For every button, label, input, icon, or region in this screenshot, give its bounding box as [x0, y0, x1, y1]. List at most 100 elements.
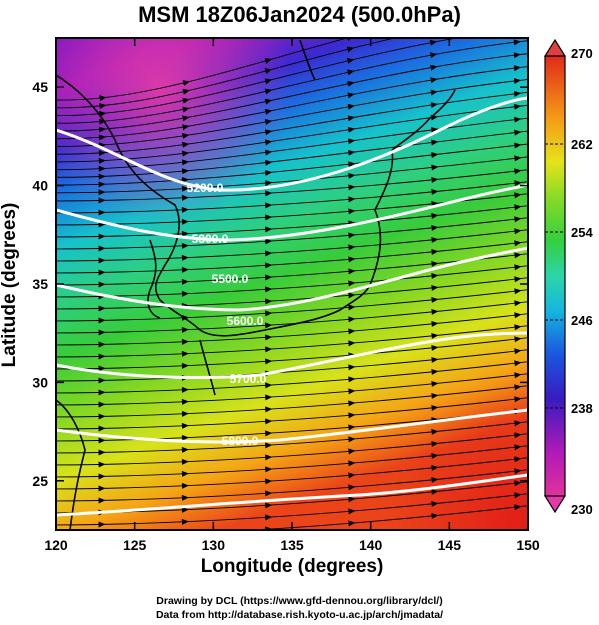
credit-data: Data from http://database.rish.kyoto-u.a…: [155, 609, 444, 621]
streamline-arrow: [181, 446, 189, 453]
streamline-arrow: [265, 430, 273, 437]
streamline-arrow: [348, 388, 356, 395]
streamline-arrow: [348, 292, 356, 299]
streamline-arrow: [514, 492, 522, 499]
streamline-arrow: [98, 449, 106, 456]
streamline-arrow: [346, 57, 355, 64]
streamline-arrow: [346, 46, 355, 53]
streamline-arrow: [514, 348, 522, 355]
streamline-arrow: [514, 228, 522, 235]
streamline-arrow: [431, 380, 439, 387]
streamline-arrow: [98, 437, 106, 444]
streamline-arrow: [514, 142, 522, 149]
streamline-arrow: [265, 238, 273, 245]
streamline-arrow: [98, 353, 106, 360]
streamline-arrow: [182, 88, 190, 95]
streamline-arrow: [429, 13, 437, 20]
streamline-arrow: [98, 233, 106, 240]
streamline-arrow: [265, 262, 273, 269]
streamline-arrow: [348, 316, 356, 323]
streamline-arrow: [429, 39, 438, 46]
streamline-arrow: [431, 248, 439, 255]
height-contour: [56, 473, 528, 517]
streamline-arrow: [98, 269, 106, 276]
streamline-arrow: [181, 290, 189, 297]
streamline-arrow: [181, 518, 189, 525]
streamline-arrow: [98, 401, 106, 408]
streamline-arrow: [181, 398, 189, 405]
streamline-arrow: [431, 356, 439, 363]
height-contour: [56, 183, 528, 242]
streamline-arrow: [347, 103, 356, 110]
streamline-arrow: [346, 38, 355, 41]
streamline-arrow: [348, 172, 356, 179]
streamline-arrow: [431, 344, 439, 351]
streamline-arrow: [265, 180, 273, 187]
axis-ticks: 120 125 130 135 140 145 150 25 30 35 40 45: [32, 38, 540, 553]
contour-label: 5200.0: [187, 181, 224, 195]
streamline-arrow: [431, 500, 439, 507]
x-tick-label: 125: [123, 537, 147, 553]
streamline-arrow: [181, 326, 189, 333]
x-tick-label: 150: [516, 537, 540, 553]
streamline-arrow: [348, 520, 356, 527]
streamline-arrow: [513, 39, 521, 46]
streamline-arrow: [513, 90, 522, 97]
streamline-arrow: [265, 149, 273, 156]
streamline-arrow: [98, 157, 106, 164]
colorbar-bottom-arrow: [543, 495, 567, 514]
streamline-arrow: [431, 272, 439, 279]
streamline-arrow: [265, 298, 273, 305]
streamline-arrow: [348, 196, 356, 203]
streamline-arrow: [348, 244, 356, 251]
streamline-arrow: [99, 533, 106, 539]
streamline-arrow: [514, 276, 522, 283]
streamline-arrow: [265, 169, 273, 176]
streamline-arrow: [514, 444, 522, 451]
streamline-arrow: [347, 80, 355, 87]
streamline-arrow: [431, 308, 439, 315]
streamline-arrow: [514, 26, 522, 33]
streamline-arrow: [98, 377, 106, 384]
streamline-arrow: [98, 413, 106, 420]
streamline-arrow: [182, 133, 190, 139]
streamline-arrow: [265, 442, 273, 449]
streamline-arrow: [514, 420, 522, 427]
streamline-arrow: [264, 119, 273, 125]
streamline-arrow: [431, 404, 439, 411]
streamline-arrow: [98, 245, 106, 252]
streamline-arrow: [265, 382, 273, 389]
streamline-arrow: [98, 521, 106, 528]
height-contours: 5200.0 5300.0 5500.0 5600.0 5700.0 5800.0: [56, 96, 528, 517]
streamline-arrow: [431, 152, 439, 158]
streamline-arrow: [182, 531, 189, 537]
streamline-arrow: [514, 504, 522, 511]
contour-label: 5600.0: [227, 314, 264, 328]
streamline-arrow: [182, 115, 190, 122]
y-axis-label: Latitude (degrees): [0, 202, 20, 368]
streamline-arrow: [181, 410, 189, 417]
streamline-arrow: [99, 118, 107, 125]
streamline-arrow: [348, 304, 356, 311]
contour-label: 5700.0: [230, 372, 267, 386]
streamline-arrow: [181, 494, 189, 501]
streamline-arrow: [98, 497, 106, 504]
streamline-arrow: [429, 52, 438, 59]
streamline-arrow: [514, 384, 522, 391]
streamline-arrow: [265, 490, 273, 497]
streamline-arrow: [265, 358, 273, 365]
streamline-arrow: [348, 376, 356, 383]
streamline-arrow: [181, 506, 189, 513]
streamline-arrow: [98, 197, 106, 204]
streamline-arrow: [265, 286, 273, 293]
streamline-arrow: [98, 281, 106, 288]
streamline-arrow: [514, 240, 522, 247]
streamline-arrow: [265, 159, 273, 166]
streamline-arrow: [348, 484, 356, 491]
streamline-arrow: [431, 139, 439, 146]
streamline-arrow: [431, 164, 439, 171]
streamline-arrow: [514, 168, 522, 175]
streamline-arrow: [265, 454, 273, 461]
streamline-arrow: [514, 129, 522, 136]
streamline-arrow: [430, 77, 438, 84]
